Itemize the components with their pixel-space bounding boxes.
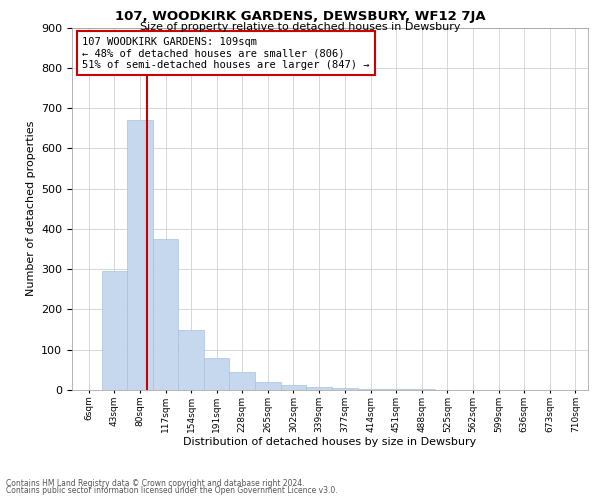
Bar: [229, 372, 255, 390]
Bar: [178, 330, 204, 390]
Bar: [204, 358, 229, 390]
Bar: [102, 271, 127, 390]
Bar: [153, 239, 178, 390]
X-axis label: Distribution of detached houses by size in Dewsbury: Distribution of detached houses by size …: [184, 438, 476, 448]
Text: 107, WOODKIRK GARDENS, DEWSBURY, WF12 7JA: 107, WOODKIRK GARDENS, DEWSBURY, WF12 7J…: [115, 10, 485, 23]
Y-axis label: Number of detached properties: Number of detached properties: [26, 121, 35, 296]
Bar: [409, 389, 434, 390]
Text: Contains HM Land Registry data © Crown copyright and database right 2024.: Contains HM Land Registry data © Crown c…: [6, 478, 305, 488]
Bar: [383, 389, 409, 390]
Bar: [127, 120, 153, 390]
Bar: [306, 387, 332, 390]
Bar: [281, 385, 306, 390]
Text: Size of property relative to detached houses in Dewsbury: Size of property relative to detached ho…: [140, 22, 460, 32]
Text: 107 WOODKIRK GARDENS: 109sqm
← 48% of detached houses are smaller (806)
51% of s: 107 WOODKIRK GARDENS: 109sqm ← 48% of de…: [82, 36, 370, 70]
Text: Contains public sector information licensed under the Open Government Licence v3: Contains public sector information licen…: [6, 486, 338, 495]
Bar: [358, 389, 383, 390]
Bar: [255, 382, 281, 390]
Bar: [332, 388, 358, 390]
